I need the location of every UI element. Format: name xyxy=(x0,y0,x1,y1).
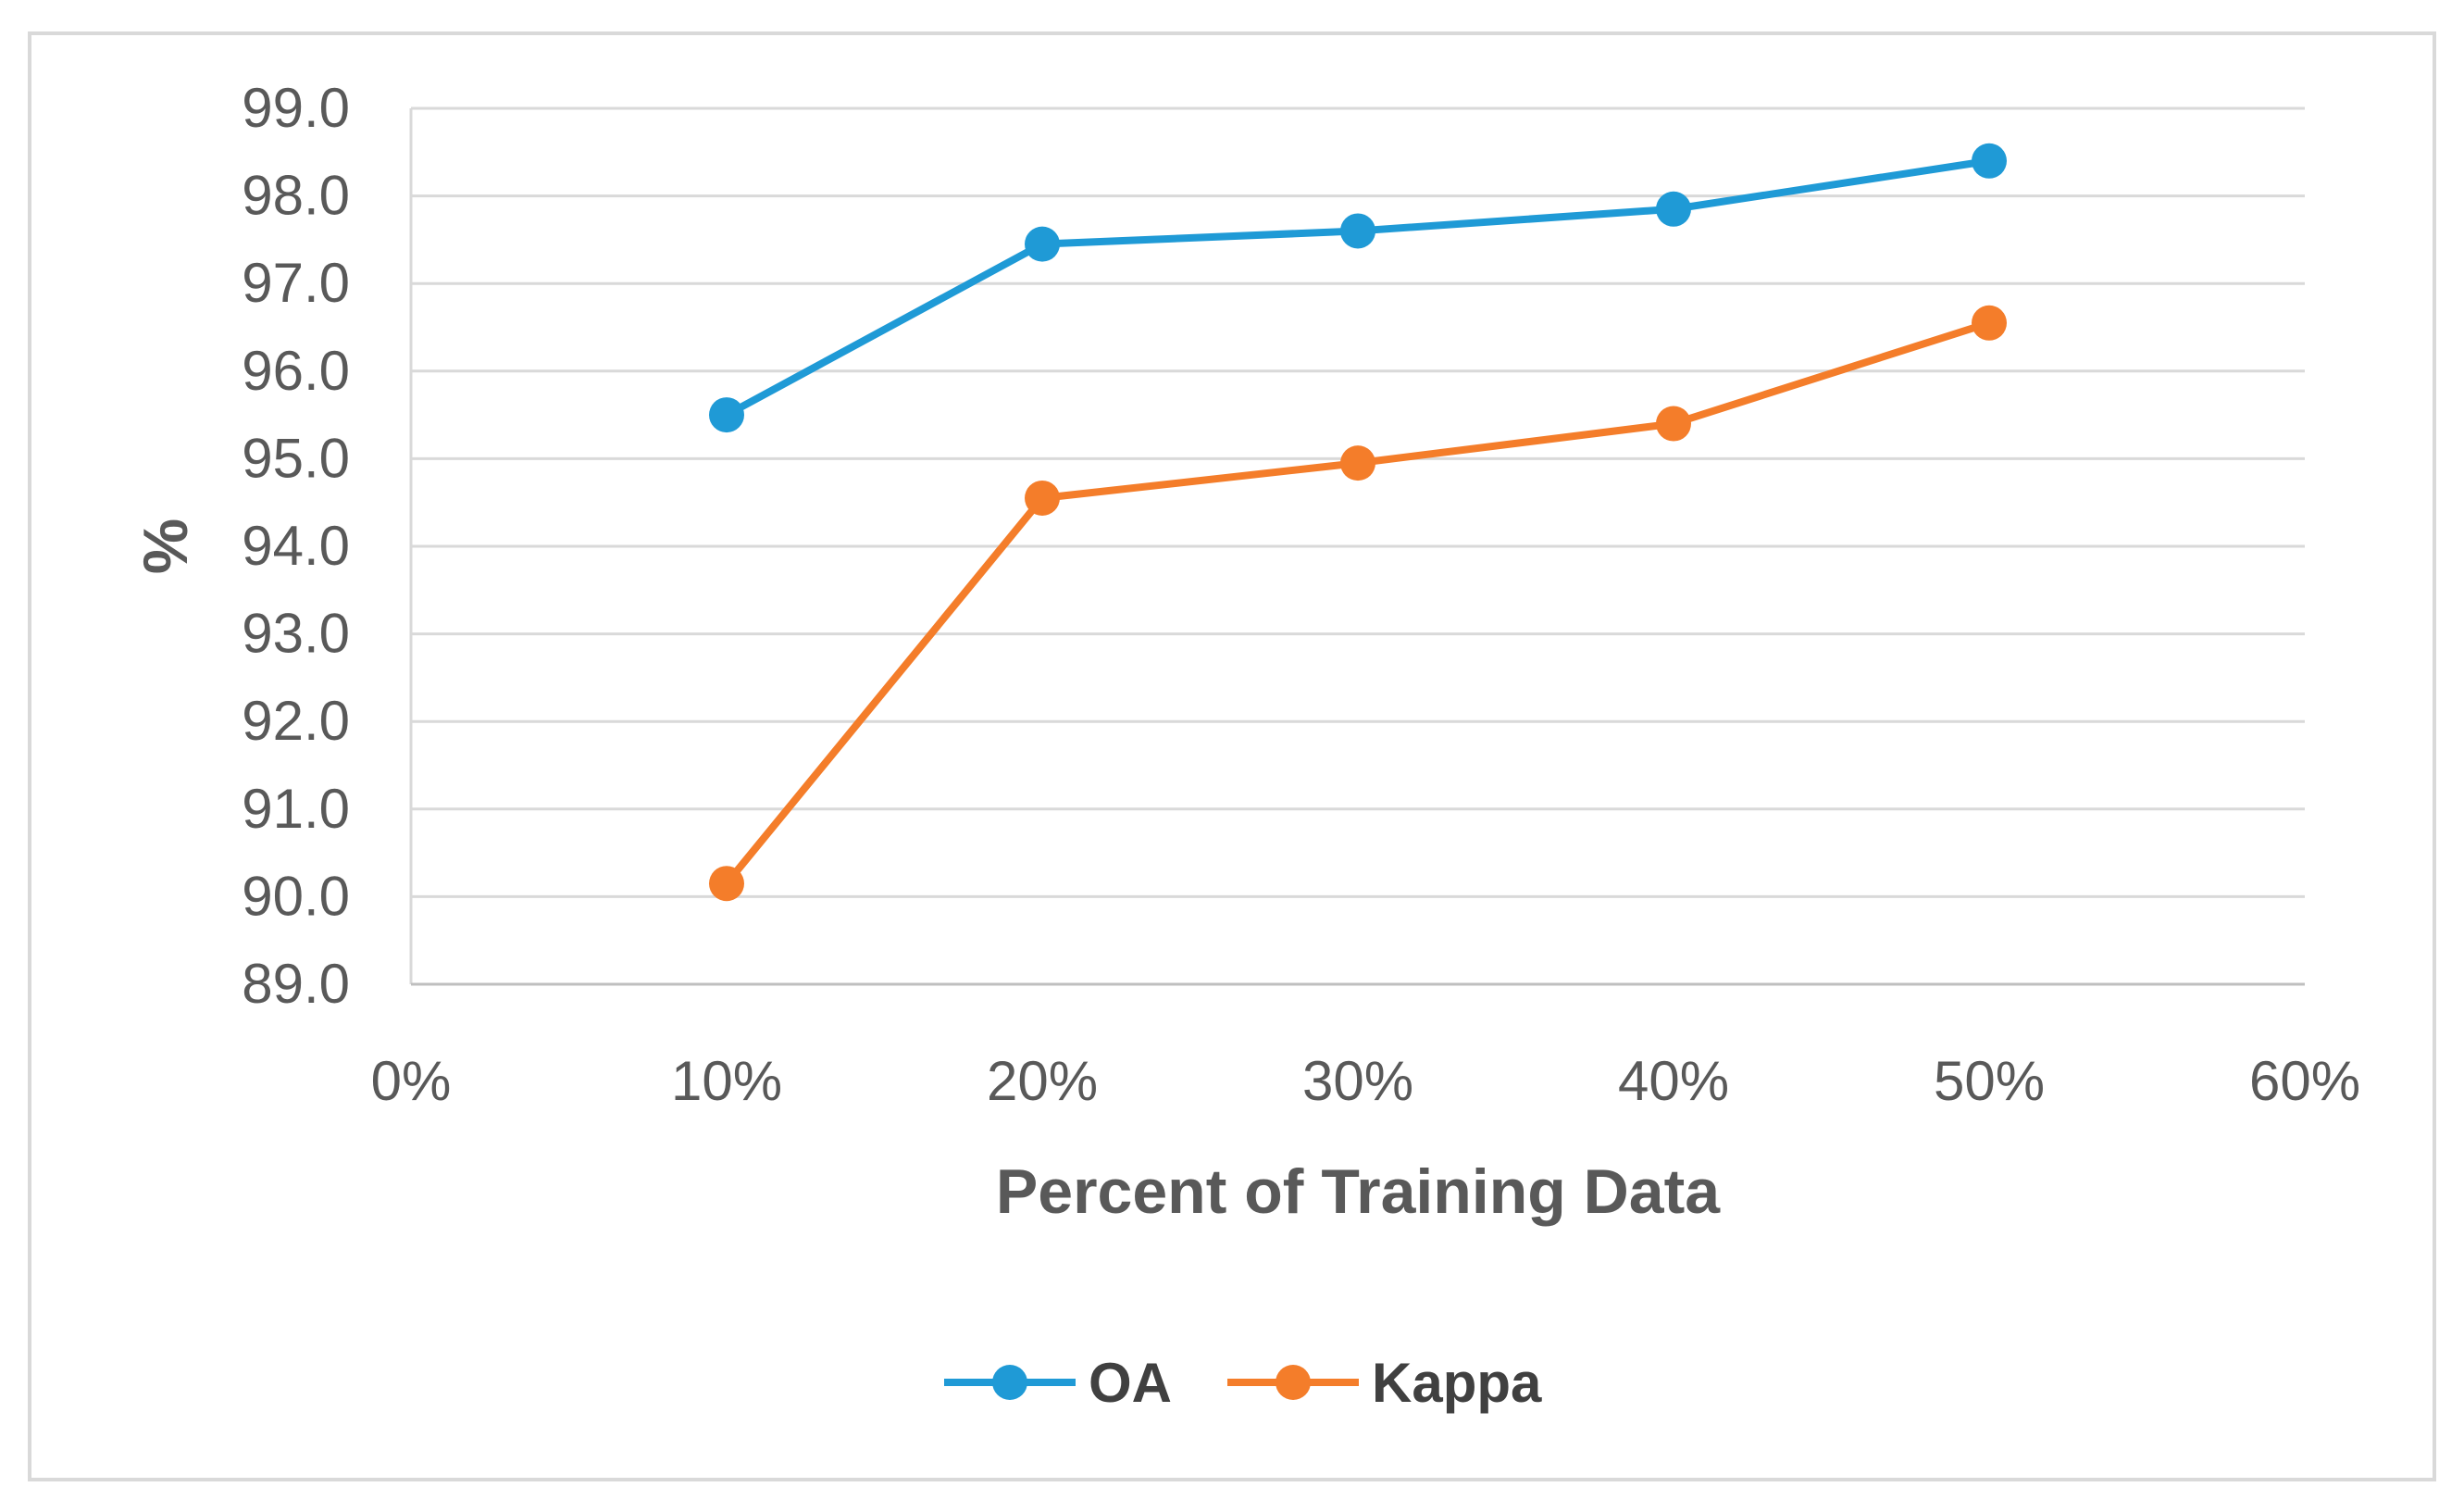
data-point-kappa xyxy=(1340,445,1375,481)
legend-marker-oa xyxy=(992,1365,1027,1400)
y-tick-label: 98.0 xyxy=(242,165,350,227)
data-point-oa xyxy=(1972,143,2007,179)
y-tick-label: 92.0 xyxy=(242,690,350,752)
y-tick-label: 97.0 xyxy=(242,252,350,314)
data-point-oa xyxy=(1025,226,1060,262)
data-point-kappa xyxy=(1972,305,2007,341)
x-tick-label: 40% xyxy=(1618,1050,1729,1112)
y-tick-label: 91.0 xyxy=(242,778,350,840)
x-axis-title: Percent of Training Data xyxy=(996,1156,1721,1227)
y-tick-label: 96.0 xyxy=(242,340,350,402)
axes xyxy=(409,108,2305,986)
data-point-kappa xyxy=(1025,480,1060,516)
chart-frame xyxy=(28,31,2436,1481)
x-tick-label: 60% xyxy=(2249,1050,2360,1112)
y-tick-label: 94.0 xyxy=(242,515,350,577)
y-axis-title: % xyxy=(131,519,201,574)
data-point-oa xyxy=(1340,213,1375,249)
legend-label: Kappa xyxy=(1372,1352,1542,1414)
y-tick-label: 93.0 xyxy=(242,603,350,665)
x-tick-label: 30% xyxy=(1302,1050,1413,1112)
y-tick-label: 90.0 xyxy=(242,865,350,927)
data-point-kappa xyxy=(1656,406,1691,442)
legend-marker-kappa xyxy=(1276,1365,1311,1400)
y-tick-label: 95.0 xyxy=(242,427,350,489)
y-tick-label: 89.0 xyxy=(242,953,350,1015)
tick-labels: 89.0 90.0 91.0 92.0 93.0 94.0 95.0 96.0 97.0 98.0… xyxy=(242,77,2360,1112)
data-point-oa xyxy=(1656,191,1691,227)
data-point-kappa xyxy=(709,866,744,902)
series xyxy=(709,143,2007,902)
legend: OA Kappa xyxy=(944,1352,1542,1414)
series-line-oa xyxy=(725,156,1990,419)
y-tick-label: 99.0 xyxy=(242,77,350,139)
series-line-kappa xyxy=(723,319,1991,886)
x-tick-label: 10% xyxy=(671,1050,782,1112)
x-tick-label: 20% xyxy=(987,1050,1098,1112)
x-tick-label: 0% xyxy=(371,1050,452,1112)
legend-label: OA xyxy=(1089,1352,1172,1414)
data-point-oa xyxy=(709,397,744,433)
x-tick-label: 50% xyxy=(1934,1050,2045,1112)
